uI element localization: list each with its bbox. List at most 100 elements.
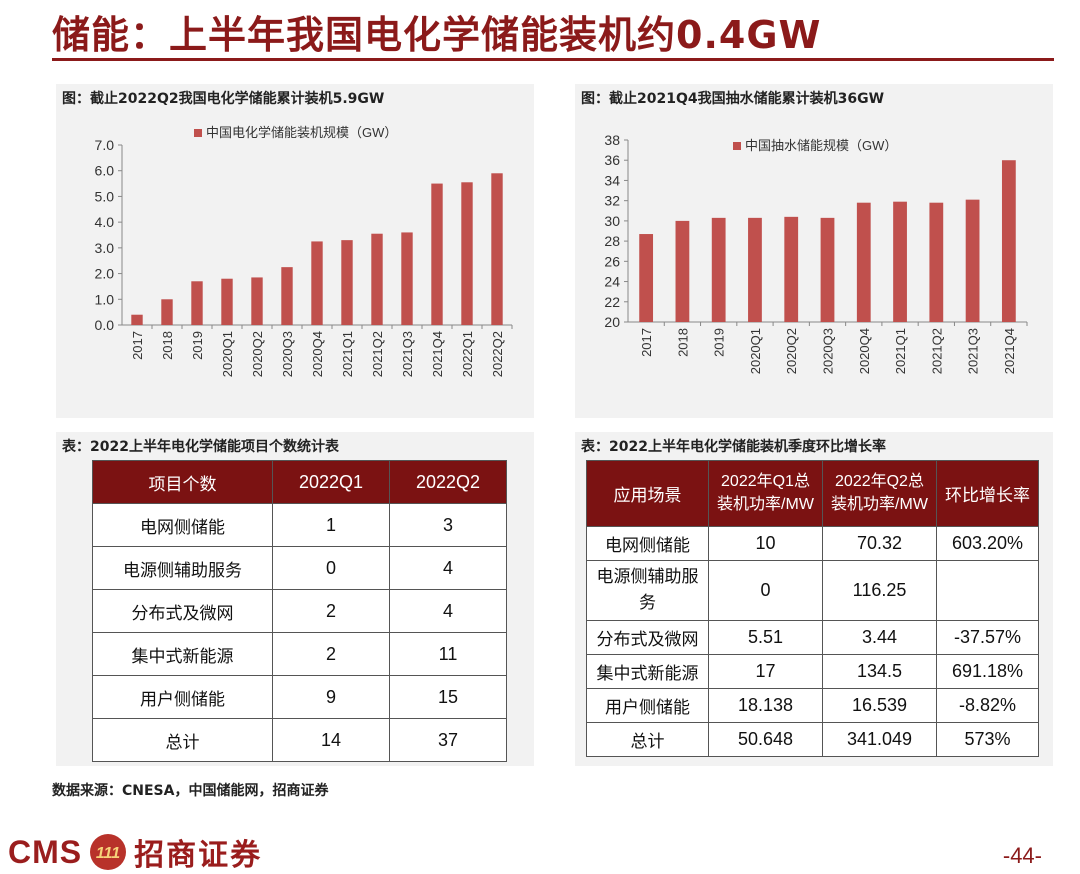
table1-caption: 表：2022上半年电化学储能项目个数统计表 (62, 439, 339, 455)
x-tick-label: 2022Q2 (490, 331, 505, 377)
table2-cell: 573% (936, 722, 1039, 757)
x-tick-label: 2022Q1 (460, 331, 475, 377)
bar (221, 278, 233, 325)
table2-cell: 16.539 (822, 688, 937, 723)
table-row: 分布式及微网 2 4 (92, 589, 507, 633)
table2-row-label: 分布式及微网 (586, 620, 709, 655)
y-tick-label: 2.0 (95, 266, 115, 282)
y-tick-label: 20 (604, 314, 620, 330)
table1-row-label: 集中式新能源 (92, 632, 273, 676)
table1-cell: 4 (389, 546, 507, 590)
x-tick-label: 2018 (675, 328, 690, 357)
table2-cell: 603.20% (936, 526, 1039, 561)
y-tick-label: 24 (604, 274, 620, 290)
y-tick-label: 22 (604, 294, 620, 310)
y-tick-label: 26 (604, 253, 620, 269)
bar (431, 183, 443, 325)
table2-header-cell: 环比增长率 (936, 460, 1039, 527)
bar (1001, 160, 1016, 322)
table1-row-label: 用户侧储能 (92, 675, 273, 719)
bar (820, 217, 835, 322)
table2-header-row: 应用场景 2022年Q1总 装机功率/MW 2022年Q2总 装机功率/MW 环比增… (586, 460, 1039, 527)
bar (856, 202, 871, 322)
bar (639, 234, 654, 322)
table2-cell: 17 (708, 654, 823, 689)
x-tick-label: 2020Q4 (310, 331, 325, 377)
bar (929, 202, 944, 322)
table1-cell: 3 (389, 503, 507, 547)
bar (281, 267, 293, 325)
table1-cell: 0 (272, 546, 390, 590)
bar (784, 216, 799, 322)
table-row: 总计 50.648 341.049 573% (586, 722, 1039, 757)
chart1-svg: 中国电化学储能装机规模（GW） 0.0 1.0 2.0 3.0 4.0 5.0 6.0 7.0… (95, 125, 513, 377)
table2-cell: 341.049 (822, 722, 937, 757)
bar (251, 277, 263, 325)
bar (131, 314, 143, 325)
x-tick-label: 2020Q4 (857, 328, 872, 374)
table1-header-cell: 2022Q2 (389, 460, 507, 504)
table-row: 电源侧辅助服务 0 4 (92, 546, 507, 590)
page-title: 储能：上半年我国电化学储能装机约0.4GW (52, 13, 822, 57)
table1-row-label: 电源侧辅助服务 (92, 546, 273, 590)
y-tick-label: 1.0 (95, 291, 115, 307)
x-tick-label: 2021Q3 (966, 328, 981, 374)
y-tick-label: 32 (604, 193, 620, 209)
bar (675, 220, 690, 322)
y-tick-label: 28 (604, 233, 620, 249)
bar (711, 217, 726, 322)
table2-cell: 50.648 (708, 722, 823, 757)
table2-header-cell: 应用场景 (586, 460, 709, 527)
table-row: 电源侧辅助服务 0 116.25 (586, 560, 1039, 621)
table2-cell: 691.18% (936, 654, 1039, 689)
table2-cell: 116.25 (822, 560, 937, 621)
table1-row-label: 电网侧储能 (92, 503, 273, 547)
bar (191, 281, 203, 325)
y-tick-label: 6.0 (95, 163, 115, 179)
x-tick-label: 2020Q1 (748, 328, 763, 374)
x-tick-label: 2021Q2 (929, 328, 944, 374)
x-tick-label: 2021Q3 (400, 331, 415, 377)
company-logo: CMS 111 招商证券 (8, 832, 263, 874)
title-divider (52, 58, 1054, 61)
bar (965, 199, 980, 322)
bar (371, 233, 383, 325)
y-tick-label: 5.0 (95, 188, 115, 204)
table-row: 集中式新能源 2 11 (92, 632, 507, 676)
x-tick-label: 2018 (160, 331, 175, 360)
table2-cell: -37.57% (936, 620, 1039, 655)
chart2-caption: 图：截止2021Q4我国抽水储能累计装机36GW (581, 91, 885, 107)
table1-row-label: 分布式及微网 (92, 589, 273, 633)
table-row: 分布式及微网 5.51 3.44 -37.57% (586, 620, 1039, 655)
table-row: 用户侧储能 18.138 16.539 -8.82% (586, 688, 1039, 723)
table1-cell: 9 (272, 675, 390, 719)
bar (461, 182, 473, 325)
x-tick-label: 2021Q4 (1002, 328, 1017, 374)
x-tick-label: 2019 (190, 331, 205, 360)
chart1-caption: 图：截止2022Q2我国电化学储能累计装机5.9GW (62, 91, 385, 107)
svg-text:111: 111 (96, 845, 120, 862)
table2-cell: -8.82% (936, 688, 1039, 723)
x-tick-label: 2017 (639, 328, 654, 357)
table1-cell: 2 (272, 632, 390, 676)
x-tick-label: 2020Q1 (220, 331, 235, 377)
chart2-svg: 中国抽水储能规模（GW） 20 22 24 26 28 30 32 34 36 38 2017 201… (604, 132, 1028, 374)
table2: 应用场景 2022年Q1总 装机功率/MW 2022年Q2总 装机功率/MW 环比增… (586, 460, 1039, 757)
table2-row-label: 电网侧储能 (586, 526, 709, 561)
logo-mark-icon: 111 (90, 834, 127, 870)
logo-chinese-text: 招商证券 (134, 838, 263, 873)
y-tick-label: 4.0 (95, 214, 115, 230)
table2-cell: 10 (708, 526, 823, 561)
table-row: 集中式新能源 17 134.5 691.18% (586, 654, 1039, 689)
logo-latin-text: CMS (8, 833, 83, 870)
table1-cell: 15 (389, 675, 507, 719)
table1: 项目个数 2022Q1 2022Q2 电网侧储能 1 3 电源侧辅助服务 0 4… (92, 460, 507, 762)
bar (341, 240, 353, 325)
table-row: 用户侧储能 9 15 (92, 675, 507, 719)
table1-cell: 11 (389, 632, 507, 676)
y-tick-label: 0.0 (95, 317, 115, 333)
y-tick-label: 3.0 (95, 240, 115, 256)
table2-row-label: 用户侧储能 (586, 688, 709, 723)
data-source-note: 数据来源：CNESA，中国储能网，招商证券 (52, 783, 329, 799)
chart2-panel: 图：截止2021Q4我国抽水储能累计装机36GW 中国抽水储能规模（GW） 20… (575, 84, 1053, 418)
